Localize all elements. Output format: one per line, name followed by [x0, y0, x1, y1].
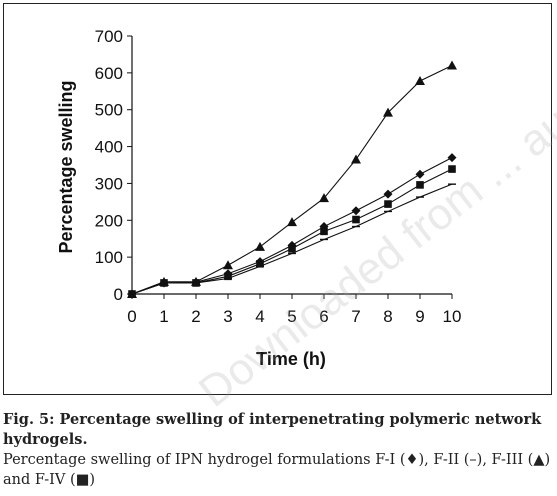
series-line	[131, 183, 453, 295]
x-tick-label: 8	[383, 307, 392, 326]
data-point-square	[352, 215, 360, 224]
x-tick-label: 7	[351, 307, 360, 326]
x-tick-label: 10	[443, 307, 462, 326]
data-point-triangle	[383, 107, 393, 117]
x-tick-label: 6	[319, 307, 328, 326]
series-square	[128, 165, 456, 298]
x-tick-label: 5	[287, 307, 296, 326]
y-tick-label: 600	[95, 64, 123, 83]
y-tick-label: 700	[95, 27, 123, 46]
data-point-square	[128, 290, 136, 298]
data-point-square	[384, 200, 392, 208]
data-point-diamond	[415, 169, 425, 179]
data-point-triangle	[319, 193, 329, 203]
swelling-chart: 0 100 200 300 400 500 600 700 0 1 2 3 4 5 6 7 8 9 10 Time …	[56, 27, 462, 369]
data-point-diamond	[351, 206, 361, 216]
data-point-square	[320, 227, 328, 236]
axes	[127, 35, 453, 299]
data-point-square	[288, 244, 296, 253]
y-tick-label: 300	[95, 174, 123, 193]
data-point-square	[416, 181, 424, 189]
x-tick-label: 1	[159, 307, 168, 326]
series-line	[131, 64, 453, 295]
series-line	[131, 168, 453, 295]
y-tick-label: 500	[95, 101, 123, 120]
data-point-triangle	[351, 154, 361, 164]
y-axis-label: Percentage swelling	[56, 80, 76, 253]
figure-caption: Fig. 5: Percentage swelling of interpene…	[3, 410, 553, 490]
x-tick-label: 3	[223, 307, 232, 326]
tick-labels: 0 100 200 300 400 500 600 700 0 1 2 3 4 5 6 7 8 9 10	[95, 27, 462, 326]
y-tick-label: 100	[95, 248, 123, 267]
caption-description: Percentage swelling of IPN hydrogel form…	[3, 452, 551, 488]
data-point-triangle	[287, 217, 297, 227]
x-tick-label: 4	[255, 307, 264, 326]
data-point-triangle	[415, 75, 425, 85]
x-tick-label: 9	[415, 307, 424, 326]
data-point-diamond	[447, 153, 457, 163]
data-point-square	[224, 272, 232, 281]
data-point-triangle	[255, 241, 265, 251]
series-dash	[128, 183, 456, 295]
data-point-triangle	[447, 60, 457, 70]
data-point-square	[256, 259, 264, 268]
caption-title: Fig. 5: Percentage swelling of interpene…	[3, 411, 542, 448]
data-point-triangle	[223, 260, 233, 270]
data-point-square	[160, 279, 168, 287]
chart-frame: 0 100 200 300 400 500 600 700 0 1 2 3 4 5 6 7 8 9 10 Time …	[3, 3, 552, 395]
y-tick-label: 400	[95, 138, 123, 157]
data-point-square	[192, 279, 200, 287]
x-axis-label: Time (h)	[256, 349, 326, 369]
data-point-diamond	[383, 189, 393, 199]
y-tick-label: 0	[114, 285, 123, 304]
x-tick-label: 2	[191, 307, 200, 326]
series-layer	[127, 60, 457, 299]
series-triangle	[127, 60, 457, 298]
data-point-square	[448, 165, 456, 173]
x-tick-label: 0	[127, 307, 136, 326]
y-tick-label: 200	[95, 211, 123, 230]
